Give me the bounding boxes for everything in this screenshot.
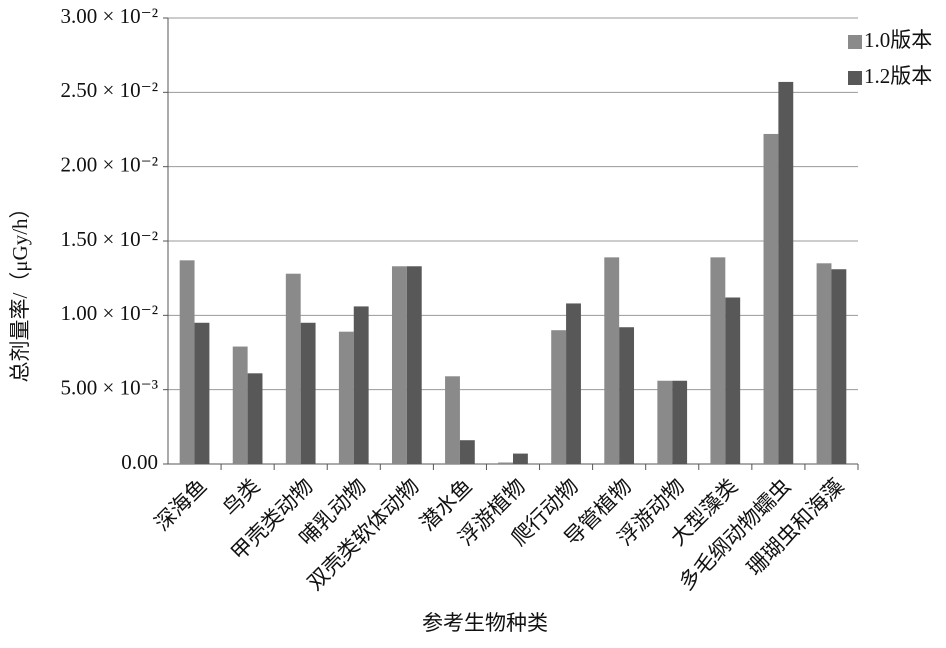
bar xyxy=(725,297,741,464)
x-tick-label: 鸟类 xyxy=(218,474,265,521)
y-tick-label: 2.00 × 10⁻² xyxy=(61,152,158,176)
bar xyxy=(179,260,195,464)
bar xyxy=(285,273,301,464)
bar xyxy=(459,440,475,464)
legend-swatch xyxy=(848,71,862,85)
bar xyxy=(247,373,263,464)
bar xyxy=(672,380,688,464)
bar xyxy=(619,327,635,464)
legend-label: 1.0版本 xyxy=(864,28,932,52)
x-tick-label: 深海鱼 xyxy=(150,474,212,536)
y-tick-label: 2.50 × 10⁻² xyxy=(61,78,158,102)
bar xyxy=(710,257,726,464)
bar xyxy=(445,376,460,464)
bar xyxy=(604,257,620,464)
bar xyxy=(498,462,513,464)
bar xyxy=(232,346,248,464)
bar xyxy=(551,330,567,464)
legend-label: 1.2版本 xyxy=(864,64,932,88)
y-tick-label: 5.00 × 10⁻³ xyxy=(61,375,158,399)
bar xyxy=(391,266,407,464)
bar xyxy=(194,322,210,464)
bar xyxy=(566,303,581,464)
legend-swatch xyxy=(848,35,862,49)
bar xyxy=(657,380,673,464)
bar xyxy=(513,453,528,464)
y-axis-label: 总剂量率/（μGy/h） xyxy=(8,197,32,382)
bar xyxy=(353,306,369,464)
x-axis-label: 参考生物种类 xyxy=(422,611,548,635)
bar xyxy=(338,331,354,464)
y-tick-label: 1.00 × 10⁻² xyxy=(61,301,158,325)
bar xyxy=(778,81,794,464)
bar xyxy=(816,263,832,464)
bar xyxy=(300,322,316,464)
y-tick-label: 0.00 xyxy=(121,450,158,474)
bar xyxy=(406,266,422,464)
y-tick-label: 3.00 × 10⁻² xyxy=(61,4,158,28)
bar xyxy=(763,133,779,464)
y-tick-label: 1.50 × 10⁻² xyxy=(61,227,158,251)
bar xyxy=(831,269,847,464)
